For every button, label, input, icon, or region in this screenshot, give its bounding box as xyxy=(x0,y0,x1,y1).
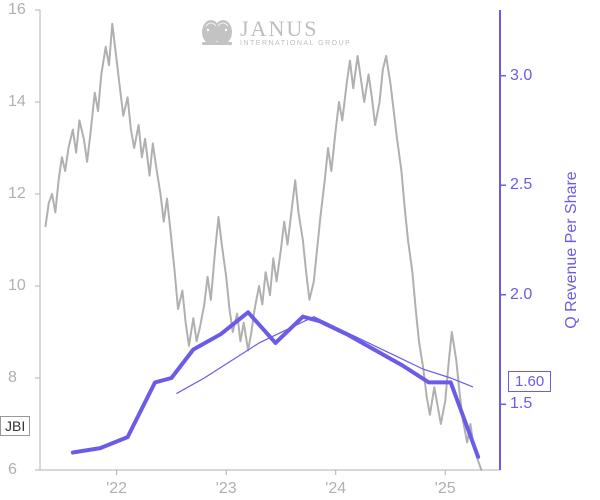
left-axis-tick-label: 6 xyxy=(8,461,17,479)
right-axis-title: Q Revenue Per Share xyxy=(563,171,581,328)
x-axis-tick-label: '23 xyxy=(216,480,237,498)
left-axis-tick-label: 12 xyxy=(8,185,26,203)
left-axis-tick-label: 10 xyxy=(8,277,26,295)
left-axis-tick-label: 8 xyxy=(8,369,17,387)
right-axis-tick-label: 2.0 xyxy=(510,286,532,304)
stock-revenue-chart: JANUS INTERNATIONAL GROUP 68101214161.52… xyxy=(0,0,600,500)
price-line xyxy=(45,24,481,470)
left-axis-tick-label: 14 xyxy=(8,93,26,111)
left-axis-tick-label: 16 xyxy=(8,1,26,19)
right-axis-tick-label: 1.5 xyxy=(510,395,532,413)
right-axis-tick-label: 2.5 xyxy=(510,176,532,194)
x-axis-tick-label: '24 xyxy=(325,480,346,498)
right-axis-tick-label: 3.0 xyxy=(510,67,532,85)
x-axis-tick-label: '22 xyxy=(106,480,127,498)
ticker-symbol-text: JBI xyxy=(5,418,25,434)
x-axis-tick-label: '25 xyxy=(435,480,456,498)
ticker-symbol-box: JBI xyxy=(0,416,30,436)
revenue-current-value-box: 1.60 xyxy=(508,371,551,392)
revenue-current-value-text: 1.60 xyxy=(515,373,544,390)
